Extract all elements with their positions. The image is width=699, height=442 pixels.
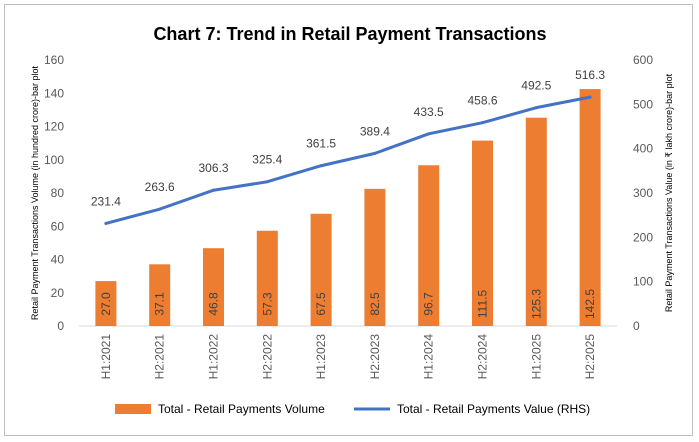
value-line xyxy=(104,95,592,225)
y2-tick-label: 300 xyxy=(633,186,653,200)
x-tick-label: H1:2021 xyxy=(99,334,113,380)
value-point xyxy=(158,207,162,211)
value-point xyxy=(104,221,108,225)
x-tick-label: H1:2024 xyxy=(422,334,436,380)
line-data-label: 325.4 xyxy=(252,153,282,167)
y-tick-label: 20 xyxy=(51,286,65,300)
bar xyxy=(472,140,493,326)
value-point xyxy=(212,188,215,192)
y-tick-label: 160 xyxy=(44,53,64,67)
y2-tick-label: 400 xyxy=(633,142,653,156)
line-data-label: 492.5 xyxy=(521,79,551,93)
x-tick-label: H2:2022 xyxy=(260,334,274,380)
line-data-label: 263.6 xyxy=(145,180,175,194)
bar xyxy=(149,264,171,326)
line-data-label: 458.6 xyxy=(467,94,497,108)
y-tick-label: 140 xyxy=(44,86,64,100)
value-point xyxy=(373,151,377,155)
bar-data-label: 111.5 xyxy=(476,290,490,319)
x-tick-label: H2:2021 xyxy=(153,334,167,380)
legend-label-value: Total - Retail Payments Value (RHS) xyxy=(397,402,590,416)
bar xyxy=(310,213,332,326)
y-axis-title: Retail Payment Transactions Volume (in h… xyxy=(30,65,40,320)
bar xyxy=(579,89,601,326)
bar-data-label: 67.5 xyxy=(314,292,328,316)
bar-data-label: 57.3 xyxy=(260,292,274,316)
plot-area: 0 20 40 60 80 100 120 140 160 0 100 200 300 400 500 600… xyxy=(44,53,653,379)
y-tick-label: 120 xyxy=(44,120,64,134)
value-point xyxy=(319,164,323,168)
bar xyxy=(364,188,386,326)
bar-data-label: 46.8 xyxy=(207,292,221,316)
bar-data-label: 37.1 xyxy=(153,292,167,316)
x-tick-label: H1:2023 xyxy=(314,334,328,380)
line-data-label: 361.5 xyxy=(306,137,336,151)
value-point xyxy=(481,121,484,125)
bar xyxy=(525,117,547,326)
legend-swatch-volume xyxy=(115,404,151,414)
value-point xyxy=(265,180,269,184)
bar xyxy=(203,248,224,326)
x-tick-label: H1:2025 xyxy=(529,334,543,380)
y-tick-label: 60 xyxy=(51,219,65,233)
bar-data-label: 82.5 xyxy=(368,292,382,316)
chart-title: Chart 7: Trend in Retail Payment Transac… xyxy=(153,24,546,44)
y-tick-label: 100 xyxy=(44,153,64,167)
y2-tick-label: 200 xyxy=(633,230,653,244)
bar-data-label: 142.5 xyxy=(583,289,597,319)
y-tick-label: 40 xyxy=(51,253,65,267)
x-tick-label: H2:2024 xyxy=(476,334,490,380)
value-point xyxy=(588,95,592,99)
x-tick-label: H1:2022 xyxy=(207,334,221,380)
y2-tick-label: 100 xyxy=(633,275,653,289)
bar-data-label: 125.3 xyxy=(529,289,543,319)
line-data-label: 389.4 xyxy=(360,124,390,138)
bar xyxy=(418,165,440,326)
line-data-label: 433.5 xyxy=(414,105,444,119)
legend-label-volume: Total - Retail Payments Volume xyxy=(158,402,325,416)
bar xyxy=(256,230,278,326)
y2-tick-label: 500 xyxy=(633,97,653,111)
line-data-label: 231.4 xyxy=(91,194,121,208)
y2-axis-title: Retail Payment Transactions Value (in ₹ … xyxy=(664,73,674,312)
bar-data-label: 96.7 xyxy=(422,292,436,316)
x-tick-label: H2:2025 xyxy=(583,334,597,380)
legend: Total - Retail Payments Volume Total - R… xyxy=(115,402,590,416)
bar xyxy=(95,281,117,326)
x-tick-label: H2:2023 xyxy=(368,334,382,380)
y2-tick-label: 600 xyxy=(633,53,653,67)
line-data-label: 306.3 xyxy=(198,161,228,175)
value-point xyxy=(427,132,431,136)
value-point xyxy=(534,106,538,110)
line-data-label: 516.3 xyxy=(575,68,605,82)
bar-data-label: 27.0 xyxy=(99,292,113,316)
y2-tick-label: 0 xyxy=(633,319,640,333)
y-tick-label: 0 xyxy=(57,319,64,333)
y-tick-label: 80 xyxy=(51,186,65,200)
